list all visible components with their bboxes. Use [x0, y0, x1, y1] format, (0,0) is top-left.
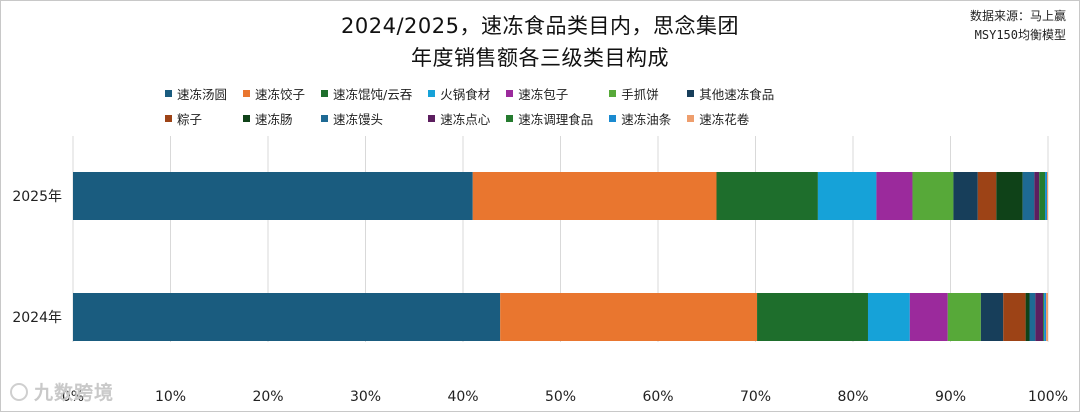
- x-tick-label: 50%: [545, 389, 576, 405]
- bar-segment: [500, 293, 758, 341]
- legend-item: 粽子: [165, 109, 227, 128]
- x-tick-label: 90%: [935, 389, 966, 405]
- bar-segment: [1029, 293, 1036, 341]
- legend-label: 速冻调理食品: [518, 112, 594, 127]
- legend-item: 速冻油条: [609, 109, 671, 128]
- chart-legend: 速冻汤圆 速冻饺子 速冻馄饨/云吞 火锅食材 速冻包子 手抓饼 其他速冻食品粽子 速冻肠 速冻馒…: [165, 84, 945, 128]
- legend-item: 速冻饺子: [243, 84, 305, 103]
- legend-label: 速冻馒头: [333, 112, 384, 127]
- legend-swatch: [506, 90, 514, 97]
- legend-item: 速冻花卷: [687, 109, 774, 128]
- legend-label: 其他速冻食品: [699, 87, 775, 102]
- x-tick-label: 20%: [252, 389, 283, 405]
- bar-segment: [977, 172, 997, 220]
- legend-item: 速冻调理食品: [506, 109, 593, 128]
- legend-item: 速冻馒头: [321, 109, 412, 128]
- legend-swatch: [243, 90, 251, 97]
- bar-segment: [953, 172, 978, 220]
- bar-segment: [73, 293, 501, 341]
- bar-segment: [1022, 172, 1035, 220]
- model-label: MSY150均衡模型: [974, 28, 1066, 42]
- legend-label: 粽子: [177, 112, 203, 127]
- legend-swatch: [428, 115, 436, 122]
- x-tick-label: 70%: [740, 389, 771, 405]
- y-category-label: 2024年: [12, 310, 62, 326]
- x-tick-label: 30%: [350, 389, 381, 405]
- legend-item: 手抓饼: [609, 84, 671, 103]
- bar-segment: [716, 172, 818, 220]
- legend-swatch: [687, 90, 695, 97]
- legend-swatch: [165, 115, 172, 122]
- chart-title-line2: 年度销售额各三级类目构成: [411, 46, 669, 70]
- legend-swatch: [687, 115, 695, 122]
- legend-swatch: [243, 115, 251, 122]
- x-tick-label: 0%: [62, 389, 84, 405]
- legend-label: 速冻花卷: [699, 112, 750, 127]
- legend-item: 其他速冻食品: [687, 84, 774, 103]
- bar-segment: [867, 293, 910, 341]
- bar-segment: [876, 172, 913, 220]
- legend-item: 速冻汤圆: [165, 84, 227, 103]
- bar-segment: [1043, 293, 1045, 341]
- legend-swatch: [609, 90, 617, 97]
- x-tick-label: 40%: [447, 389, 478, 405]
- watermark: 九数跨境: [10, 378, 114, 405]
- legend-item: 速冻馄饨/云吞: [321, 84, 412, 103]
- bar-segment: [472, 172, 717, 220]
- bar-segment: [1039, 172, 1046, 220]
- legend-label: 速冻包子: [518, 87, 569, 102]
- legend-label: 速冻饺子: [255, 87, 306, 102]
- x-tick-label: 10%: [155, 389, 186, 405]
- legend-swatch: [506, 115, 514, 122]
- bar-segment: [1046, 293, 1048, 341]
- legend-swatch: [321, 90, 329, 97]
- legend-item: 速冻包子: [506, 84, 593, 103]
- bar-segment: [1034, 172, 1040, 220]
- legend-label: 速冻馄饨/云吞: [333, 87, 413, 102]
- legend-item: 速冻点心: [428, 109, 490, 128]
- legend-label: 手抓饼: [621, 87, 659, 102]
- bar-segment: [1035, 293, 1044, 341]
- legend-label: 速冻油条: [621, 112, 672, 127]
- bar-segment: [980, 293, 1004, 341]
- bar-segment: [1003, 293, 1026, 341]
- bar-segment: [912, 172, 954, 220]
- legend-swatch: [165, 90, 172, 97]
- x-tick-label: 60%: [642, 389, 673, 405]
- legend-swatch: [321, 115, 329, 122]
- bar-segment: [1047, 172, 1048, 220]
- bar-segment: [947, 293, 981, 341]
- bar-segment: [817, 172, 877, 220]
- bar-segment: [1025, 293, 1030, 341]
- legend-label: 速冻肠: [255, 112, 293, 127]
- legend-item: 火锅食材: [428, 84, 490, 103]
- watermark-text: 九数跨境: [34, 382, 115, 404]
- chart-title-line1: 2024/2025，速冻食品类目内，思念集团: [341, 14, 739, 38]
- legend-swatch: [609, 115, 617, 122]
- legend-label: 火锅食材: [440, 87, 491, 102]
- source-label: 数据来源：马上赢: [969, 9, 1066, 23]
- y-category-label: 2025年: [12, 189, 62, 205]
- legend-label: 速冻点心: [440, 112, 491, 127]
- bar-segment: [1045, 172, 1048, 220]
- x-tick-label: 80%: [837, 389, 868, 405]
- bar-segment: [1044, 293, 1047, 341]
- x-tick-label: 100%: [1028, 389, 1068, 405]
- bar-segment: [996, 172, 1023, 220]
- legend-item: 速冻肠: [243, 109, 305, 128]
- logo-icon: [10, 382, 28, 401]
- legend-label: 速冻汤圆: [177, 87, 228, 102]
- bar-segment: [757, 293, 868, 341]
- bar-segment: [73, 172, 473, 220]
- bar-segment: [909, 293, 948, 341]
- legend-swatch: [428, 90, 436, 97]
